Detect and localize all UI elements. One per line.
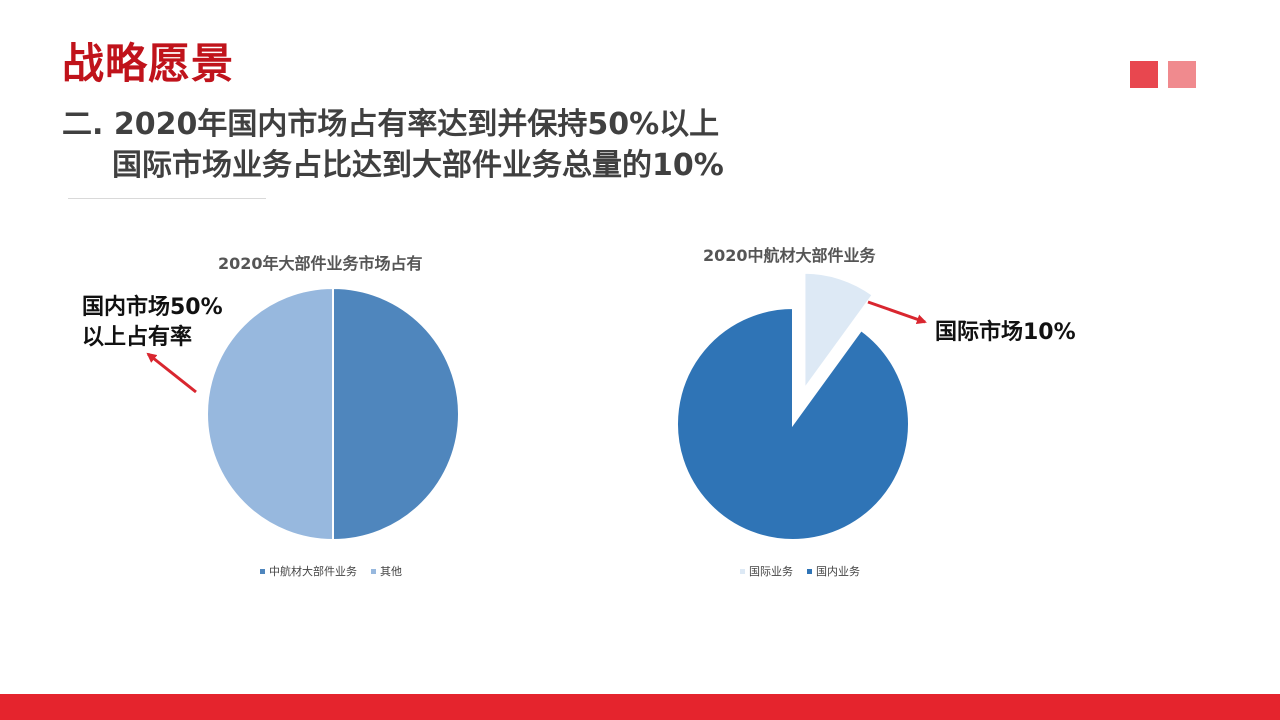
chart-1-title: 2020年大部件业务市场占有 (218, 254, 423, 273)
left-callout-line-2: 以上占有率 (82, 325, 193, 350)
legend-swatch (807, 568, 812, 574)
legend-item-other: 其他 (371, 563, 402, 579)
legend-label: 其他 (380, 565, 402, 578)
chart-2-title: 2020中航材大部件业务 (703, 246, 876, 265)
subtitle-line-2: 国际市场业务占比达到大部件业务总量的10% (112, 148, 724, 183)
pie-slice-2 (676, 306, 910, 541)
legend-swatch (260, 568, 265, 574)
legend-label: 中航材大部件业务 (269, 565, 357, 578)
left-callout: 国内市场50% 以上占有率 (82, 293, 223, 353)
slide-title: 战略愿景 (62, 39, 235, 88)
pie-slice-1 (332, 286, 460, 542)
legend-label: 国际业务 (749, 565, 793, 578)
accent-square (1130, 61, 1158, 88)
pie-slice-1 (803, 271, 875, 392)
right-callout-arrow (867, 300, 927, 325)
legend-swatch (371, 568, 376, 574)
legend-item-international: 国际业务 (740, 563, 793, 579)
legend-swatch (740, 568, 745, 574)
chart-2-legend: 国际业务 国内业务 (740, 563, 874, 579)
legend-label: 国内业务 (816, 565, 860, 578)
left-callout-arrow (146, 352, 197, 394)
subtitle-divider (68, 198, 266, 199)
pie-chart-1 (206, 286, 460, 542)
pie-slice-2 (206, 286, 334, 542)
footer-bar (0, 694, 1280, 720)
slide-subtitle: 二. 2020年国内市场占有率达到并保持50%以上 国际市场业务占比达到大部件业… (62, 104, 724, 186)
legend-item-domestic: 国内业务 (807, 563, 860, 579)
pie-chart-2 (676, 271, 910, 541)
left-callout-line-1: 国内市场50% (82, 295, 223, 320)
accent-square-light (1168, 61, 1196, 88)
subtitle-line-1: 二. 2020年国内市场占有率达到并保持50%以上 (62, 107, 720, 142)
chart-1-legend: 中航材大部件业务 其他 (260, 563, 416, 579)
legend-item-domestic-share: 中航材大部件业务 (260, 563, 357, 579)
right-callout: 国际市场10% (935, 320, 1076, 345)
